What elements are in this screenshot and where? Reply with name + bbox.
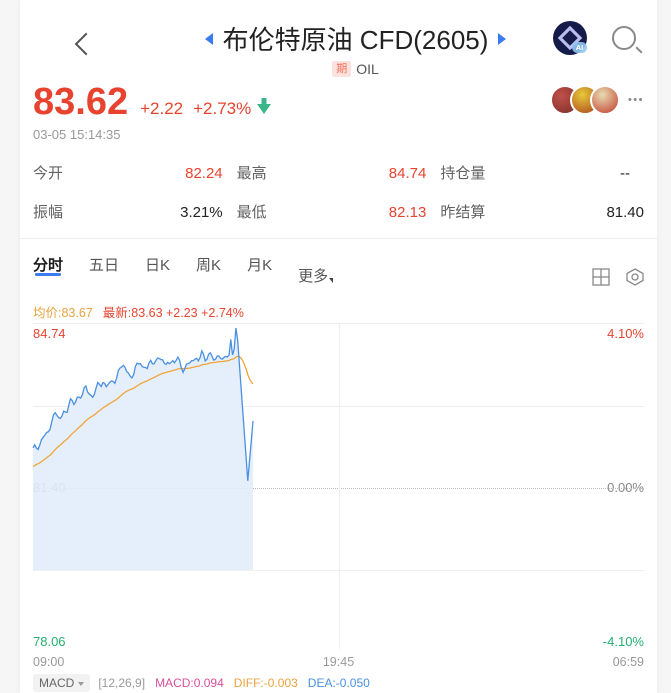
svg-text:AI: AI bbox=[576, 43, 584, 52]
